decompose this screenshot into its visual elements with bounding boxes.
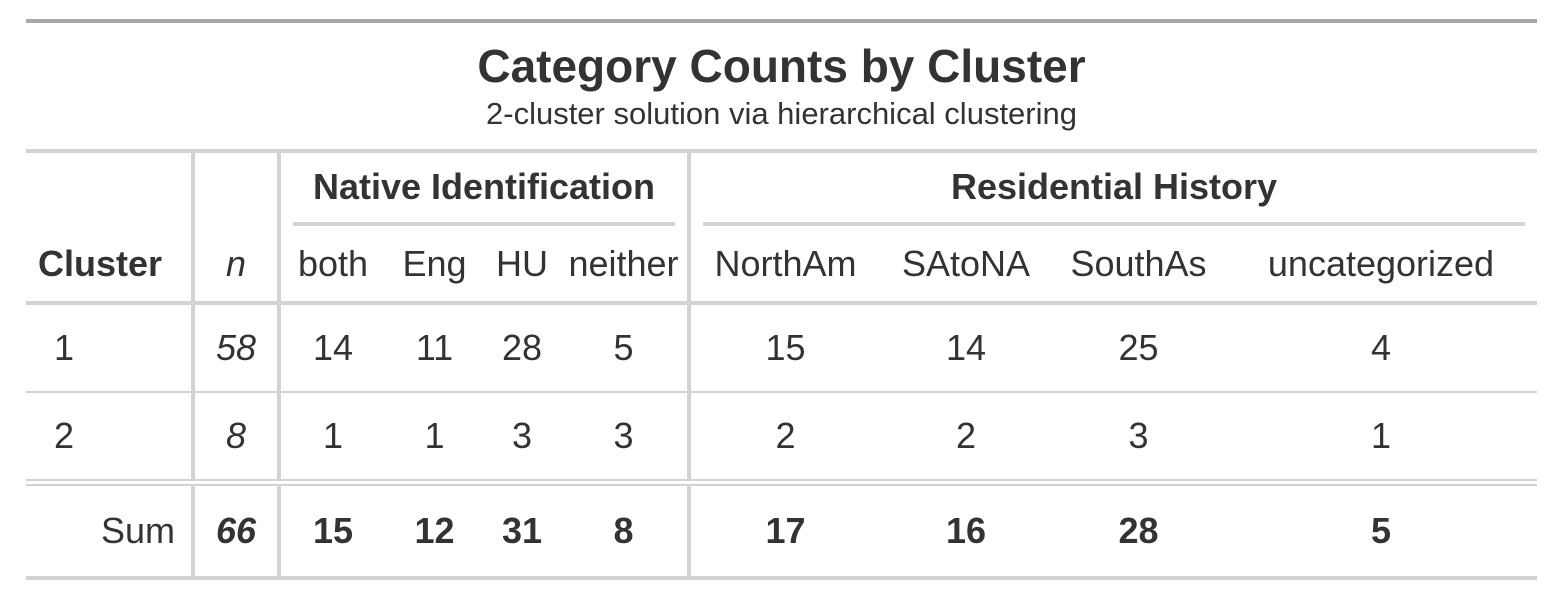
column-header-eng: Eng (385, 226, 484, 305)
cell-hu: 28 (484, 303, 560, 393)
summary-label: Sum (26, 482, 195, 580)
column-header-both: both (279, 226, 385, 305)
cell-n: 58 (193, 303, 281, 393)
spanner-empty-n (193, 151, 281, 226)
cell-both: 14 (279, 303, 385, 393)
cell-uncategorized: 1 (1225, 392, 1537, 486)
cell-neither: 5 (560, 303, 691, 393)
cell-cluster: 1 (26, 303, 195, 393)
cell-southas: 25 (1052, 303, 1225, 393)
summary-neither: 8 (560, 482, 691, 580)
category-counts-table: Category Counts by Cluster 2-cluster sol… (26, 19, 1537, 580)
summary-eng: 12 (385, 482, 484, 580)
summary-both: 15 (279, 482, 385, 580)
column-header-cluster: Cluster (26, 226, 195, 305)
column-header-northam: NorthAm (689, 226, 880, 305)
column-header-row: Cluster n both Eng HU neither NorthAm SA… (26, 226, 1537, 305)
cell-hu: 3 (484, 392, 560, 486)
cell-northam: 15 (689, 303, 880, 393)
cell-northam: 2 (689, 392, 880, 486)
summary-southas: 28 (1052, 482, 1225, 580)
cell-satona: 14 (880, 303, 1052, 393)
cell-cluster: 2 (26, 392, 195, 486)
summary-n: 66 (193, 482, 281, 580)
cell-both: 1 (279, 392, 385, 486)
table-subtitle-row: 2-cluster solution via hierarchical clus… (26, 93, 1537, 153)
spanner-row: Native Identification Residential Histor… (26, 151, 1537, 226)
column-header-n: n (193, 226, 281, 305)
spanner-native-label: Native Identification (293, 166, 675, 226)
summary-satona: 16 (880, 482, 1052, 580)
cell-uncategorized: 4 (1225, 303, 1537, 393)
table-row: 1 58 14 11 28 5 15 14 25 4 (26, 303, 1537, 393)
table-title-row: Category Counts by Cluster (26, 23, 1537, 93)
cell-n: 8 (193, 392, 281, 486)
cell-eng: 1 (385, 392, 484, 486)
cell-neither: 3 (560, 392, 691, 486)
cell-southas: 3 (1052, 392, 1225, 486)
spanner-residential-label: Residential History (703, 166, 1525, 226)
column-header-uncategorized: uncategorized (1225, 226, 1537, 305)
spanner-residential-history: Residential History (689, 151, 1537, 226)
cell-satona: 2 (880, 392, 1052, 486)
cell-eng: 11 (385, 303, 484, 393)
spanner-native-identification: Native Identification (279, 151, 691, 226)
spanner-empty-cluster (26, 151, 195, 226)
summary-hu: 31 (484, 482, 560, 580)
column-header-southas: SouthAs (1052, 226, 1225, 305)
table-row: 2 8 1 1 3 3 2 2 3 1 (26, 392, 1537, 486)
summary-uncategorized: 5 (1225, 482, 1537, 580)
summary-table-container: Category Counts by Cluster 2-cluster sol… (26, 19, 1537, 580)
summary-northam: 17 (689, 482, 880, 580)
column-header-hu: HU (484, 226, 560, 305)
table-subtitle: 2-cluster solution via hierarchical clus… (26, 93, 1537, 153)
column-header-satona: SAtoNA (880, 226, 1052, 305)
table-title: Category Counts by Cluster (477, 40, 1086, 92)
column-header-neither: neither (560, 226, 691, 305)
summary-row: Sum 66 15 12 31 8 17 16 28 5 (26, 482, 1537, 580)
